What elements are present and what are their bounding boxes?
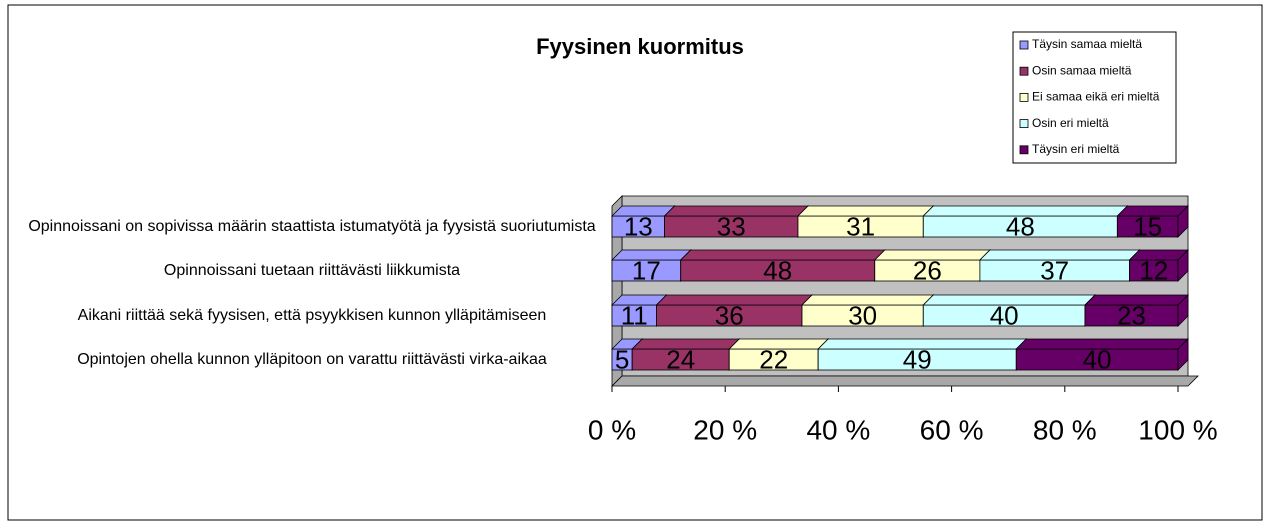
bar-side bbox=[1177, 205, 1189, 238]
data-label: 49 bbox=[903, 344, 932, 374]
category-label: Aikani riittää sekä fyysisen, että psyyk… bbox=[77, 306, 547, 324]
data-label: 33 bbox=[717, 211, 746, 241]
data-label: 12 bbox=[1139, 255, 1168, 285]
bar-side bbox=[1177, 249, 1189, 282]
bar-side bbox=[1177, 338, 1189, 371]
chart-title: Fyysinen kuormitus bbox=[536, 34, 744, 59]
data-label: 22 bbox=[759, 344, 788, 374]
data-label: 40 bbox=[990, 300, 1019, 330]
data-label: 48 bbox=[763, 255, 792, 285]
legend-label: Osin samaa mieltä bbox=[1032, 63, 1132, 77]
x-tick-label: 80 % bbox=[1033, 414, 1097, 445]
legend-swatch bbox=[1019, 93, 1029, 102]
floor bbox=[611, 375, 1199, 387]
data-label: 48 bbox=[1006, 211, 1035, 241]
data-label: 17 bbox=[632, 255, 661, 285]
data-label: 26 bbox=[913, 255, 942, 285]
x-tick-label: 0 % bbox=[588, 414, 636, 445]
data-label: 15 bbox=[1133, 211, 1162, 241]
x-tick-label: 100 % bbox=[1138, 414, 1217, 445]
legend-swatch bbox=[1019, 119, 1029, 128]
x-tick-label: 60 % bbox=[920, 414, 984, 445]
legend-swatch bbox=[1019, 66, 1029, 76]
legend-label: Täysin eri mieltä bbox=[1032, 142, 1120, 156]
data-label: 23 bbox=[1117, 300, 1146, 330]
legend-label: Osin eri mieltä bbox=[1032, 116, 1109, 130]
category-label: Opintojen ohella kunnon ylläpitoon on va… bbox=[77, 350, 547, 368]
legend-label: Täysin samaa mieltä bbox=[1032, 37, 1142, 51]
data-label: 5 bbox=[615, 344, 629, 374]
data-label: 31 bbox=[846, 211, 875, 241]
category-label: Opinnoissani on sopivissa määrin staatti… bbox=[28, 217, 596, 235]
data-label: 37 bbox=[1040, 255, 1069, 285]
legend-label: Ei samaa eikä eri mieltä bbox=[1032, 90, 1160, 104]
data-label: 24 bbox=[666, 344, 695, 374]
legend-box bbox=[1012, 31, 1177, 164]
data-label: 40 bbox=[1083, 344, 1112, 374]
x-tick-label: 40 % bbox=[806, 414, 870, 445]
x-tick-label: 20 % bbox=[693, 414, 757, 445]
bar-side bbox=[1177, 294, 1189, 327]
data-label: 11 bbox=[621, 300, 648, 330]
data-label: 13 bbox=[624, 211, 653, 241]
data-label: 36 bbox=[715, 300, 744, 330]
category-label: Opinnoissani tuetaan riittävästi liikkum… bbox=[163, 261, 461, 279]
legend-swatch bbox=[1019, 145, 1029, 155]
legend-swatch bbox=[1019, 40, 1029, 50]
data-label: 30 bbox=[848, 300, 877, 330]
